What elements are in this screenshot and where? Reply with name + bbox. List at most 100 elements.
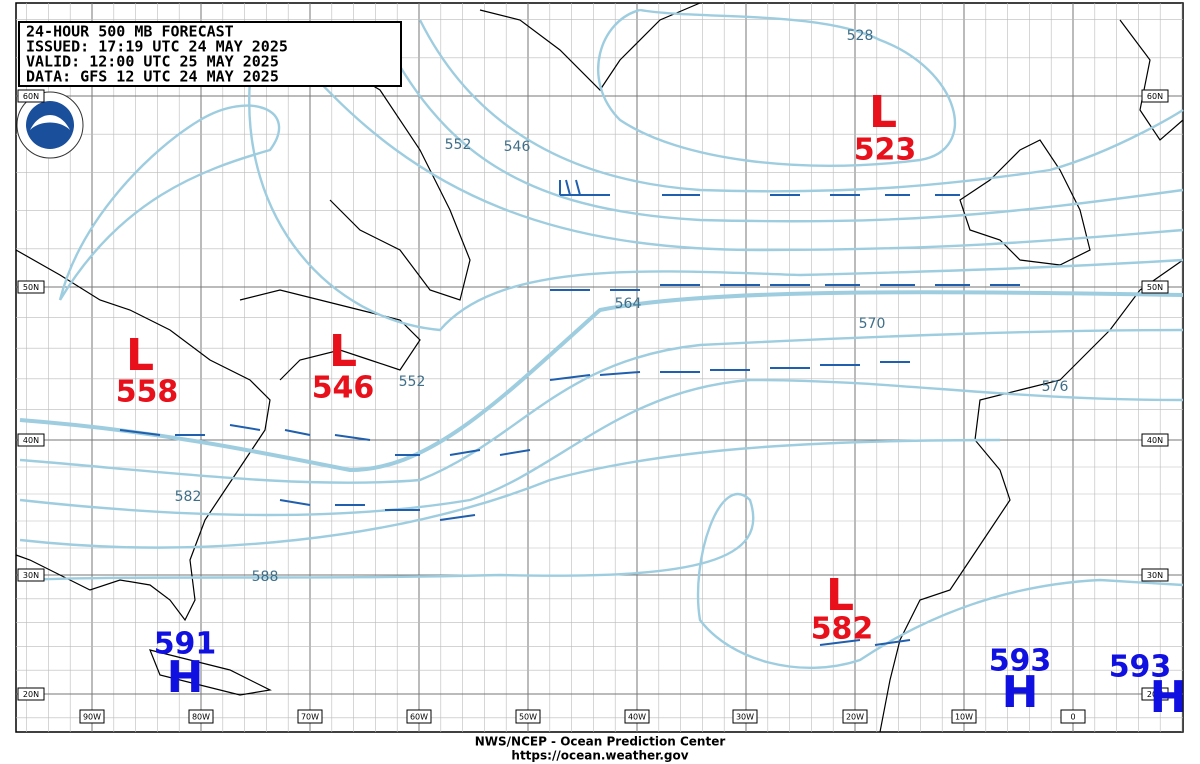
lat-label: 20N [23,690,39,699]
lon-label: 70W [301,713,319,722]
center-type: H [167,652,204,703]
header-box [18,21,402,87]
grid [16,3,1183,732]
coastline [239,289,421,381]
lon-label: 30W [736,713,754,722]
lat-label: 20N [1147,690,1163,699]
lon-label: 40W [628,713,646,722]
lat-label-box [1141,89,1169,103]
lat-label: 60N [1147,92,1163,101]
lat-label: 60N [23,92,39,101]
center-value: 593 [1109,650,1172,685]
lat-label-box [17,89,45,103]
contours [19,8,1184,670]
header-line: 24-HOUR 500 MB FORECAST [26,23,234,41]
contour-label: 546 [504,139,531,155]
lon-label-box [188,709,214,724]
coastline [15,249,271,622]
wind-barb [119,424,531,456]
lat-label: 50N [1147,283,1163,292]
lon-label-box [951,709,977,724]
wind-barb [550,284,1020,291]
center-type: L [329,326,357,377]
lon-label-box [732,709,758,724]
contour-label: 570 [859,316,886,332]
contour-label: 528 [847,28,874,44]
height-contour [597,8,957,167]
contour-label: 576 [1042,379,1069,395]
lat-label-box [1141,433,1169,447]
wind-barb [549,361,910,381]
lon-label-box [842,709,868,724]
lat-label-box [17,280,45,294]
wind-barbs [119,179,1020,646]
lon-label-box [297,709,323,724]
labels: 60N 60N 50N 50N 40N 40N 30N 30N 20N 20N 90W 80W 70W 6… [17,28,1187,763]
height-contour [248,79,1184,332]
lon-label-box [406,709,432,724]
height-contour [19,378,1184,517]
contour-label: 582 [175,489,202,505]
coastline [479,2,701,91]
lat-label: 40N [23,436,39,445]
noaa-logo [16,91,84,159]
height-contour [378,29,1184,223]
footer-line: NWS/NCEP - Ocean Prediction Center [475,735,726,749]
header-line: ISSUED: 17:19 UTC 24 MAY 2025 [26,38,288,56]
lat-label-box [17,568,45,582]
lat-label-box [1141,568,1169,582]
header-line: DATA: GFS 12 UTC 24 MAY 2025 [26,68,279,86]
height-contour [19,492,1184,670]
lon-label-box [79,709,105,724]
lat-label-box [17,433,45,447]
contour-label: 552 [445,137,472,153]
height-contour [58,104,281,301]
coastline [329,59,471,301]
contour-label: 588 [252,569,279,585]
height-contour [299,59,1184,252]
lon-label: 10W [955,713,973,722]
center-type: L [869,87,897,138]
footer-line: https://ocean.weather.gov [511,749,688,763]
coastline [1119,19,1184,141]
lon-label-box [624,709,650,724]
lat-label-box [1141,687,1169,701]
height-contour [19,328,1184,484]
lon-label: 80W [192,713,210,722]
lat-label: 40N [1147,436,1163,445]
contour-label: 552 [399,374,426,390]
lat-label: 30N [23,571,39,580]
height-contour-thick [19,290,1184,473]
height-contour [19,438,1001,549]
logo-disc [26,101,74,149]
map-frame [15,2,1184,733]
coastlines [15,2,1184,733]
contour-label: 564 [615,296,642,312]
center-type: H [1002,667,1039,718]
center-value: 546 [312,371,375,406]
center-value: 558 [116,375,179,410]
center-value: 582 [811,612,874,647]
lon-label: 90W [83,713,101,722]
center-value: 523 [854,133,917,168]
coastline [149,649,272,696]
center-value: 593 [989,644,1052,679]
lat-label: 30N [1147,571,1163,580]
logo-gull [30,115,70,130]
wind-barb [559,179,960,196]
coastline [959,139,1091,266]
wind-barb [279,499,911,646]
center-type: L [826,570,854,621]
lon-label-box [515,709,541,724]
coastline [879,259,1184,733]
center-value: 591 [154,627,217,662]
center-type: H [1150,672,1187,723]
lat-label-box [17,687,45,701]
lon-label: 0 [1070,713,1075,722]
lon-label: 50W [519,713,537,722]
lat-label: 50N [23,283,39,292]
lon-label-box [1060,709,1086,724]
